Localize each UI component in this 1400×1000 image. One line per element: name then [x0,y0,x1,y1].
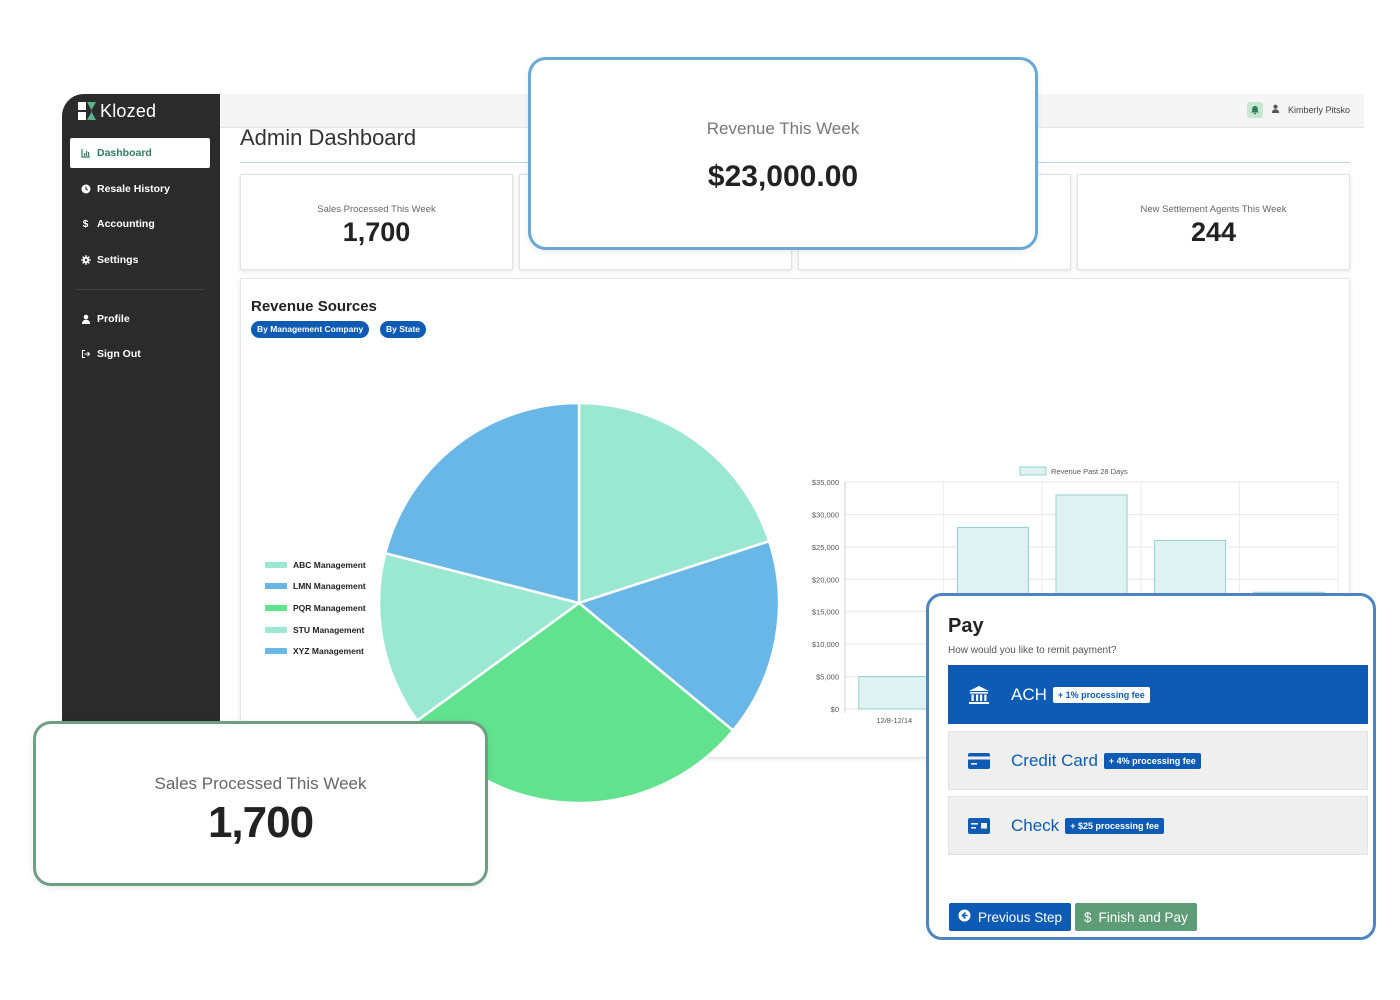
legend-swatch [265,626,287,633]
payment-option-name: ACH [1011,684,1047,704]
sidebar-item-label: Profile [97,312,130,325]
dollar-icon: $ [1084,909,1092,925]
sidebar-item-accounting[interactable]: $ Accounting [70,209,210,239]
revenue-week-value: $23,000.00 [707,160,859,193]
previous-step-label: Previous Step [978,909,1063,925]
pie-slice[interactable] [383,401,581,605]
y-tick-label: $35,000 [812,478,839,487]
user-area: Kimberly Pitsko [1246,102,1350,118]
previous-step-button[interactable]: Previous Step [949,903,1072,931]
logo-text: Klozed [100,100,157,121]
legend-item[interactable]: ABC Management [265,554,366,576]
fee-badge: + $25 processing fee [1065,817,1164,834]
revenue-pie-chart [377,401,781,805]
sidebar-item-profile[interactable]: Profile [70,304,210,334]
user-icon [80,313,91,324]
pay-title: Pay [948,615,984,637]
fee-badge: + 4% processing fee [1103,752,1201,769]
legend-label: ABC Management [293,559,366,570]
legend-item[interactable]: XYZ Management [265,640,366,662]
pie-slice[interactable] [377,551,582,723]
stat-value: 244 [1190,217,1237,247]
bank-icon [966,685,992,705]
payment-option-ach[interactable]: ACH + 1% processing fee [948,665,1368,724]
sales-processed-card: Sales Processed This Week 1,700 [33,721,488,886]
legend-label: LMN Management [293,581,366,592]
x-tick-label: 12/8-12/14 [876,716,912,725]
sidebar-item-label: Dashboard [97,147,152,159]
pie-slice[interactable] [577,401,771,605]
legend-label: STU Management [293,624,365,635]
revenue-sources-title: Revenue Sources [251,298,377,315]
finish-and-pay-button[interactable]: $ Finish and Pay [1075,903,1197,931]
sidebar-item-dashboard[interactable]: Dashboard [70,138,210,168]
legend-swatch [265,561,287,568]
stat-label: New Settlement Agents This Week [1140,204,1287,215]
pay-dialog: Pay How would you like to remit payment?… [926,593,1376,940]
bell-icon[interactable] [1246,102,1263,118]
bar-legend-label: Revenue Past 28 Days [1051,467,1128,476]
payment-option-credit-card[interactable]: Credit Card + 4% processing fee [948,731,1368,790]
gear-icon [80,254,91,265]
stat-label: Sales Processed This Week [317,204,436,215]
y-tick-label: $0 [831,705,839,714]
sidebar-item-label: Resale History [97,182,170,195]
legend-item[interactable]: PQR Management [265,597,366,619]
stat-card-sales: Sales Processed This Week 1,700 [240,174,513,270]
payment-option-name: Credit Card [1011,750,1098,770]
logo[interactable]: Klozed [78,100,156,122]
sales-processed-value: 1,700 [207,798,314,847]
legend-label: PQR Management [293,602,366,613]
klozed-logo-icon [78,102,96,120]
tab-by-management-company[interactable]: By Management Company [251,321,370,338]
bar-legend-swatch [1019,466,1047,476]
sidebar-nav: Dashboard Resale History $ Accounting Se… [70,138,210,375]
user-icon [1271,104,1280,116]
page-title: Admin Dashboard [240,125,417,150]
sidebar-item-label: Accounting [97,218,155,230]
sidebar-divider [76,288,204,290]
y-tick-label: $20,000 [812,575,839,584]
sales-processed-label: Sales Processed This Week [154,774,367,793]
user-name[interactable]: Kimberly Pitsko [1287,105,1350,115]
sidebar-item-resale-history[interactable]: Resale History [70,174,210,204]
pie-slice[interactable] [576,539,781,733]
legend-item[interactable]: STU Management [265,619,366,641]
finish-and-pay-label: Finish and Pay [1098,909,1188,925]
arrow-left-circle-icon [958,909,971,925]
clock-icon [80,183,91,194]
legend-item[interactable]: LMN Management [265,576,366,598]
y-tick-label: $5,000 [816,673,839,682]
y-tick-label: $10,000 [812,640,839,649]
sidebar: Klozed Dashboard Resale History $ Accoun… [62,94,220,734]
bar[interactable] [858,676,931,710]
sidebar-item-label: Sign Out [97,348,141,360]
fee-badge: + 1% processing fee [1052,686,1150,703]
y-tick-label: $15,000 [812,608,839,617]
payment-option-check[interactable]: Check + $25 processing fee [948,796,1368,855]
dollar-icon: $ [82,218,89,230]
legend-swatch [265,583,287,590]
stat-card-agents: New Settlement Agents This Week 244 [1077,174,1350,270]
legend-label: XYZ Management [293,646,364,657]
payment-option-name: Check [1011,815,1060,835]
tab-by-state[interactable]: By State [380,321,427,338]
chart-icon [80,148,91,159]
sidebar-item-sign-out[interactable]: Sign Out [70,339,210,369]
legend-swatch [265,648,287,655]
pie-legend: ABC Management LMN Management PQR Manage… [265,554,366,662]
stat-value: 1,700 [342,217,411,247]
revenue-week-label: Revenue This Week [706,119,860,138]
revenue-this-week-card: Revenue This Week $23,000.00 [528,57,1038,250]
credit-card-icon [966,751,992,771]
y-tick-label: $25,000 [812,543,839,552]
sidebar-item-settings[interactable]: Settings [70,245,210,275]
y-tick-label: $30,000 [812,510,839,519]
sign-out-icon [80,349,91,360]
pay-subtitle: How would you like to remit payment? [948,645,1117,656]
legend-swatch [265,604,287,611]
sidebar-item-label: Settings [97,253,139,266]
check-icon [966,816,992,836]
